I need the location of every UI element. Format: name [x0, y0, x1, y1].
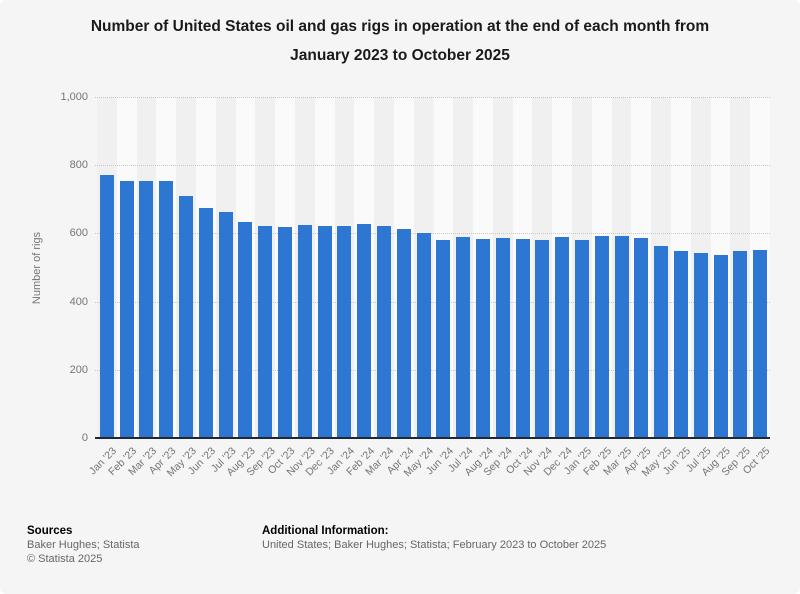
chart-title-line2: January 2023 to October 2025 — [290, 47, 510, 64]
chart-bar — [119, 181, 134, 438]
gridline — [95, 301, 770, 303]
gridline — [95, 233, 770, 235]
y-tick-label: 800 — [69, 159, 88, 172]
chart-bar — [159, 180, 174, 438]
chart-bar — [654, 246, 669, 438]
y-tick-label: 0 — [81, 432, 88, 444]
y-axis-title: Number of rigs — [31, 231, 43, 305]
chart-bar — [515, 238, 530, 438]
x-axis-line — [95, 437, 770, 439]
y-tick-label: 600 — [69, 227, 88, 240]
sources-label: Sources — [27, 525, 73, 537]
chart-bar — [535, 239, 550, 438]
chart-bar — [713, 255, 728, 438]
y-tick-label: 400 — [69, 295, 88, 308]
chart-bar — [555, 237, 570, 438]
chart-bar — [218, 211, 233, 438]
chart-bar — [258, 225, 273, 438]
gridline — [95, 165, 770, 167]
chart-bar — [396, 228, 411, 438]
chart-bar — [614, 236, 629, 438]
chart-bar — [139, 180, 154, 438]
chart-bar — [673, 251, 688, 438]
chart-bar — [733, 250, 748, 438]
gridline — [95, 369, 770, 371]
chart-bar — [377, 226, 391, 438]
chart-bar — [179, 195, 194, 438]
chart-bar — [574, 239, 589, 438]
chart-bar — [99, 175, 114, 438]
chart-bar — [317, 225, 332, 438]
chart-bar — [337, 226, 352, 438]
chart-title-line1: Number of United States oil and gas rigs… — [90, 18, 710, 35]
chart-bar — [297, 224, 312, 438]
chart-title: Number of United States oil and gas rigs… — [0, 12, 800, 70]
gridline — [95, 97, 770, 98]
chart-bar — [594, 235, 609, 438]
sources-value: Baker Hughes; Statista — [27, 539, 140, 551]
chart-bar — [456, 237, 471, 438]
chart-bar — [357, 223, 372, 438]
copyright-notice: © Statista 2025 — [27, 553, 103, 565]
y-tick-label: 1,000 — [60, 91, 88, 103]
chart-bar — [475, 239, 490, 438]
chart-bar — [693, 253, 708, 438]
chart-bar — [753, 250, 768, 438]
chart-bar — [198, 208, 213, 438]
y-tick-label: 200 — [69, 363, 88, 376]
chart-bar — [278, 227, 293, 438]
chart-bar — [634, 237, 649, 438]
additional-information-value: United States; Baker Hughes; Statista; F… — [262, 539, 607, 551]
chart-bar — [495, 237, 510, 438]
footer-additional-information: Additional Information: United States; B… — [262, 524, 606, 552]
footer-sources: Sources Baker Hughes; Statista © Statist… — [27, 524, 140, 566]
chart-bar — [436, 239, 451, 438]
chart-bar — [238, 222, 253, 438]
chart-bar — [416, 233, 431, 438]
additional-information-label: Additional Information: — [262, 525, 389, 537]
